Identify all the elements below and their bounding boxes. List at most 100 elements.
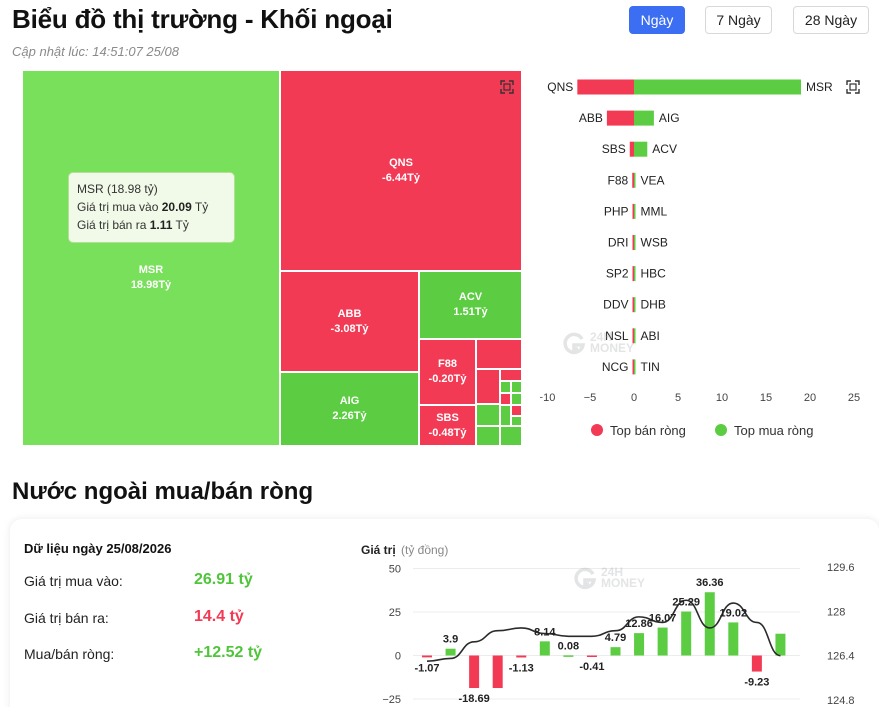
buy-bar[interactable]: [634, 203, 636, 219]
left-tick-label: 50: [389, 564, 401, 576]
sell-bar[interactable]: [632, 328, 635, 344]
treemap-tile-small[interactable]: [476, 404, 500, 426]
tile-code: QNS: [389, 156, 413, 169]
x-tick-label: −10: [540, 392, 555, 404]
combo-unit: (tỷ đồng): [401, 543, 448, 557]
treemap-tile-small[interactable]: [511, 381, 522, 393]
net-flow-bar[interactable]: [634, 633, 645, 656]
sell-bar[interactable]: [606, 110, 634, 126]
net-value-label: Mua/bán ròng:: [24, 646, 115, 662]
sell-value-label: Giá trị bán ra:: [24, 610, 109, 626]
sell-bar[interactable]: [632, 172, 634, 188]
period-28-days-button[interactable]: 28 Ngày: [793, 6, 869, 34]
buy-bar[interactable]: [634, 110, 654, 126]
watermark-logo: 24H MONEY: [573, 566, 645, 590]
x-tick-label: 10: [716, 392, 728, 404]
summary-date: Dữ liệu ngày 25/08/2026: [24, 541, 172, 556]
buy-bar[interactable]: [634, 359, 636, 375]
treemap-tile-small[interactable]: [500, 381, 511, 393]
bar-value-label: -0.41: [579, 661, 604, 673]
bar-value-label: 3.9: [443, 634, 458, 646]
buy-code-label: VEA: [641, 173, 665, 187]
right-tick-label: 124.8: [827, 695, 855, 707]
treemap-tile-aig[interactable]: AIG 2.26Tỷ: [280, 372, 419, 446]
treemap-tile-small[interactable]: [500, 393, 511, 405]
net-flow-combo-chart: Giá trị (tỷ đồng)50 25 0 −25 129.6 128 126.4 124…: [361, 543, 855, 707]
buy-bar[interactable]: [634, 235, 636, 250]
sell-bar[interactable]: [632, 235, 635, 250]
treemap-tile-acv[interactable]: ACV 1.51Tỷ: [419, 271, 522, 339]
buy-bar[interactable]: [634, 172, 636, 188]
expand-icon[interactable]: [500, 80, 514, 94]
buy-bar[interactable]: [634, 79, 802, 95]
sell-bar[interactable]: [632, 359, 635, 375]
legend-sell-label[interactable]: Top bán ròng: [610, 423, 686, 438]
sell-bar[interactable]: [632, 266, 635, 282]
legend-buy-label[interactable]: Top mua ròng: [734, 423, 814, 438]
sell-bar[interactable]: [577, 79, 634, 95]
expand-icon[interactable]: [846, 80, 860, 94]
treemap-tile-small[interactable]: [511, 416, 522, 426]
net-flow-bar[interactable]: [563, 655, 574, 657]
tile-value: -0.20Tỷ: [428, 373, 467, 385]
tile-value: -0.48Tỷ: [428, 426, 467, 439]
net-flow-bar[interactable]: [610, 647, 621, 656]
treemap-tile-small[interactable]: [511, 405, 522, 416]
tile-value: 18.98Tỷ: [130, 279, 172, 291]
buy-bar[interactable]: [634, 328, 636, 344]
bar-value-label: 8.14: [534, 626, 556, 638]
period-7-days-button[interactable]: 7 Ngày: [705, 6, 772, 34]
net-flow-bar[interactable]: [751, 655, 762, 672]
buy-code-label: MSR: [806, 80, 833, 94]
net-flow-bar[interactable]: [492, 655, 503, 689]
net-flow-bar[interactable]: [422, 655, 432, 658]
treemap-tile-small[interactable]: [511, 393, 522, 405]
tile-value: 1.51Tỷ: [453, 306, 488, 318]
left-tick-label: 25: [389, 607, 401, 619]
treemap-tile-small[interactable]: [476, 426, 500, 446]
net-flow-bar[interactable]: [728, 622, 739, 656]
period-day-button[interactable]: Ngày: [629, 6, 685, 34]
net-flow-bar[interactable]: [516, 655, 527, 658]
treemap-tile-small[interactable]: [476, 339, 522, 369]
page-title: Biểu đồ thị trường - Khối ngoại: [12, 4, 393, 34]
tile-code: SBS: [436, 411, 459, 424]
bar-value-label: -1.13: [509, 662, 534, 674]
right-tick-label: 129.6: [827, 562, 855, 574]
sell-code-label: DDV: [603, 298, 628, 312]
treemap-tile-sbs[interactable]: SBS -0.48Tỷ: [419, 405, 476, 446]
treemap-tile-small[interactable]: [500, 369, 522, 381]
treemap-tile-msr[interactable]: MSR 18.98Tỷ: [22, 70, 280, 446]
net-flow-bar[interactable]: [681, 611, 692, 656]
x-tick-label: 25: [848, 392, 860, 404]
treemap-tile-f88[interactable]: F88 -0.20Tỷ: [419, 339, 476, 405]
x-tick-label: 5: [675, 392, 681, 404]
sell-bar[interactable]: [629, 141, 634, 157]
x-tick-label: 15: [760, 392, 772, 404]
sell-bar[interactable]: [632, 297, 635, 313]
treemap-tile-small[interactable]: [476, 369, 500, 404]
treemap-tile-qns[interactable]: QNS -6.44Tỷ: [280, 70, 522, 271]
net-flow-bar[interactable]: [704, 592, 715, 656]
x-tick-label: 20: [804, 392, 816, 404]
net-flow-bar[interactable]: [469, 655, 480, 689]
treemap-tooltip: MSR (18.98 tỷ) Giá trị mua vào 20.09 Tỷ …: [68, 172, 235, 243]
sell-code-label: NCG: [602, 360, 629, 374]
tile-value: 2.26Tỷ: [332, 410, 367, 422]
bar-value-label: 19.02: [720, 607, 748, 619]
treemap-tile-abb[interactable]: ABB -3.08Tỷ: [280, 271, 419, 372]
buy-code-label: HBC: [641, 267, 667, 281]
net-flow-bar[interactable]: [539, 641, 550, 656]
x-tick-label: −5: [584, 392, 597, 404]
treemap-tile-small[interactable]: [500, 426, 522, 446]
update-timestamp: Cập nhật lúc: 14:51:07 25/08: [12, 44, 179, 59]
net-flow-bar[interactable]: [445, 648, 456, 656]
net-flow-bar[interactable]: [657, 627, 668, 656]
treemap-tile-small[interactable]: [500, 405, 511, 426]
buy-bar[interactable]: [634, 266, 636, 282]
sell-bar[interactable]: [632, 203, 635, 219]
net-flow-bar[interactable]: [586, 655, 597, 658]
buy-bar[interactable]: [634, 297, 636, 313]
net-flow-bar[interactable]: [775, 633, 786, 656]
buy-bar[interactable]: [634, 141, 648, 157]
